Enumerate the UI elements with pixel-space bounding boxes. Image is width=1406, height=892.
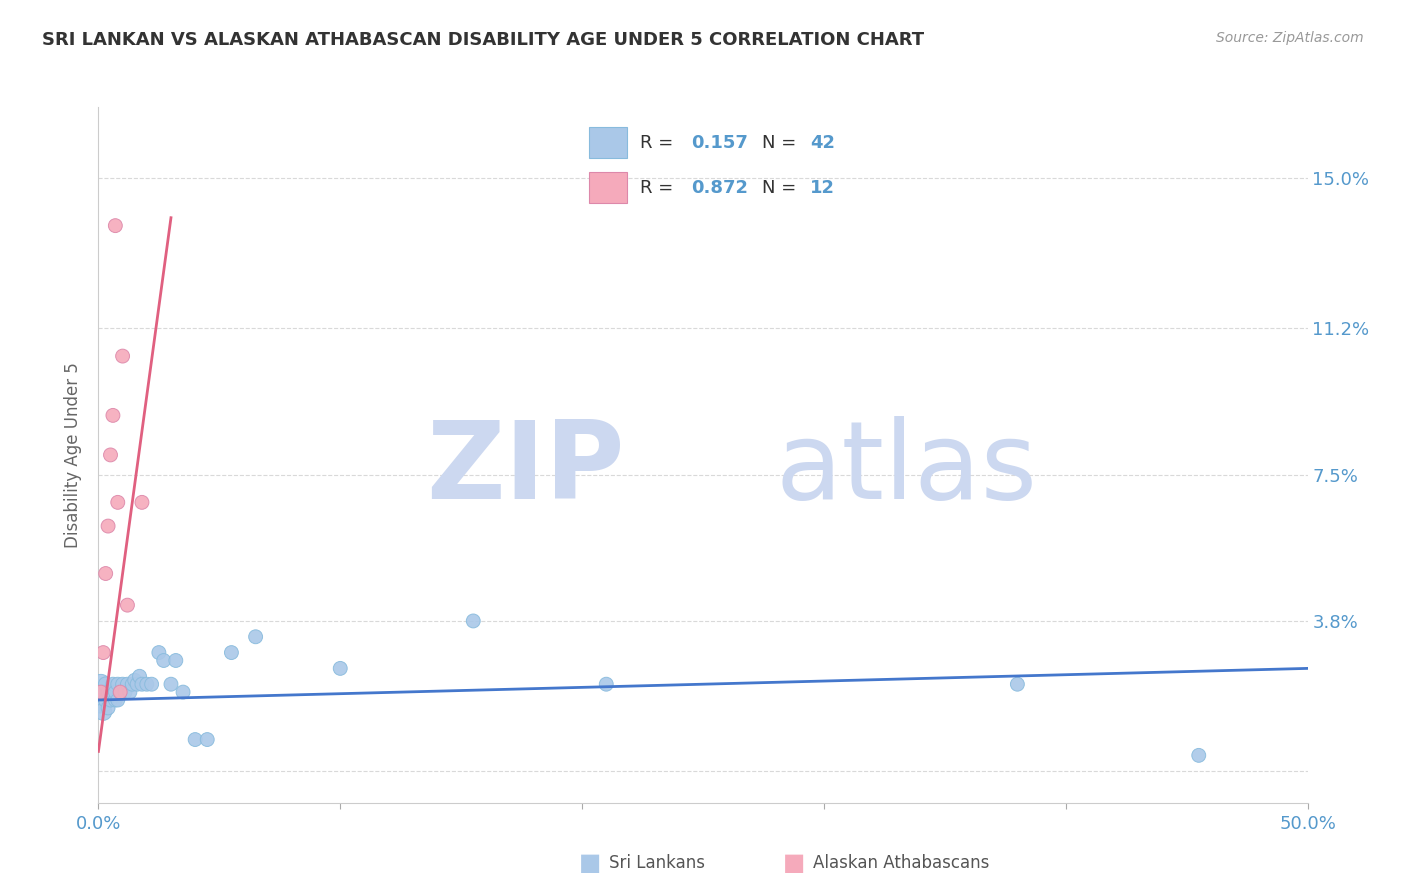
Point	[195, 732, 218, 747]
Point	[172, 685, 194, 699]
Point	[97, 701, 120, 715]
Point	[152, 653, 174, 667]
Point	[595, 677, 617, 691]
Point	[90, 685, 112, 699]
Point	[101, 409, 124, 423]
Point	[329, 661, 352, 675]
Point	[463, 614, 485, 628]
Y-axis label: Disability Age Under 5: Disability Age Under 5	[65, 362, 83, 548]
Point	[91, 646, 114, 660]
Point	[184, 732, 207, 747]
Point	[104, 685, 127, 699]
Point	[160, 677, 183, 691]
Point	[91, 705, 114, 719]
Text: Sri Lankans: Sri Lankans	[609, 855, 704, 872]
Point	[148, 646, 170, 660]
Text: Source: ZipAtlas.com: Source: ZipAtlas.com	[1216, 31, 1364, 45]
Point	[118, 685, 141, 699]
Text: SRI LANKAN VS ALASKAN ATHABASCAN DISABILITY AGE UNDER 5 CORRELATION CHART: SRI LANKAN VS ALASKAN ATHABASCAN DISABIL…	[42, 31, 924, 49]
Text: Alaskan Athabascans: Alaskan Athabascans	[813, 855, 988, 872]
Point	[131, 495, 153, 509]
Point	[91, 685, 114, 699]
Point	[104, 219, 127, 233]
Text: ■: ■	[783, 852, 806, 875]
Point	[104, 693, 127, 707]
Point	[121, 677, 143, 691]
Point	[90, 677, 112, 691]
Point	[97, 519, 120, 533]
Point	[114, 685, 136, 699]
Text: atlas: atlas	[776, 416, 1038, 522]
Point	[124, 673, 146, 688]
Point	[221, 646, 243, 660]
Point	[100, 693, 122, 707]
Point	[100, 685, 122, 699]
Point	[111, 349, 134, 363]
Point	[127, 677, 149, 691]
Point	[94, 693, 117, 707]
Point	[135, 677, 157, 691]
Point	[94, 677, 117, 691]
Point	[107, 495, 129, 509]
Point	[245, 630, 267, 644]
Point	[101, 677, 124, 691]
Point	[107, 693, 129, 707]
Text: ZIP: ZIP	[426, 416, 624, 522]
Point	[90, 693, 112, 707]
Point	[107, 677, 129, 691]
Point	[117, 598, 139, 612]
Point	[128, 669, 150, 683]
Text: ■: ■	[579, 852, 602, 875]
Point	[94, 566, 117, 581]
Point	[165, 653, 187, 667]
Point	[108, 685, 131, 699]
Point	[1007, 677, 1029, 691]
Point	[111, 677, 134, 691]
Point	[100, 448, 122, 462]
Point	[108, 685, 131, 699]
Point	[141, 677, 163, 691]
Point	[101, 685, 124, 699]
Point	[97, 685, 120, 699]
Point	[131, 677, 153, 691]
Point	[117, 677, 139, 691]
Point	[1188, 748, 1211, 763]
